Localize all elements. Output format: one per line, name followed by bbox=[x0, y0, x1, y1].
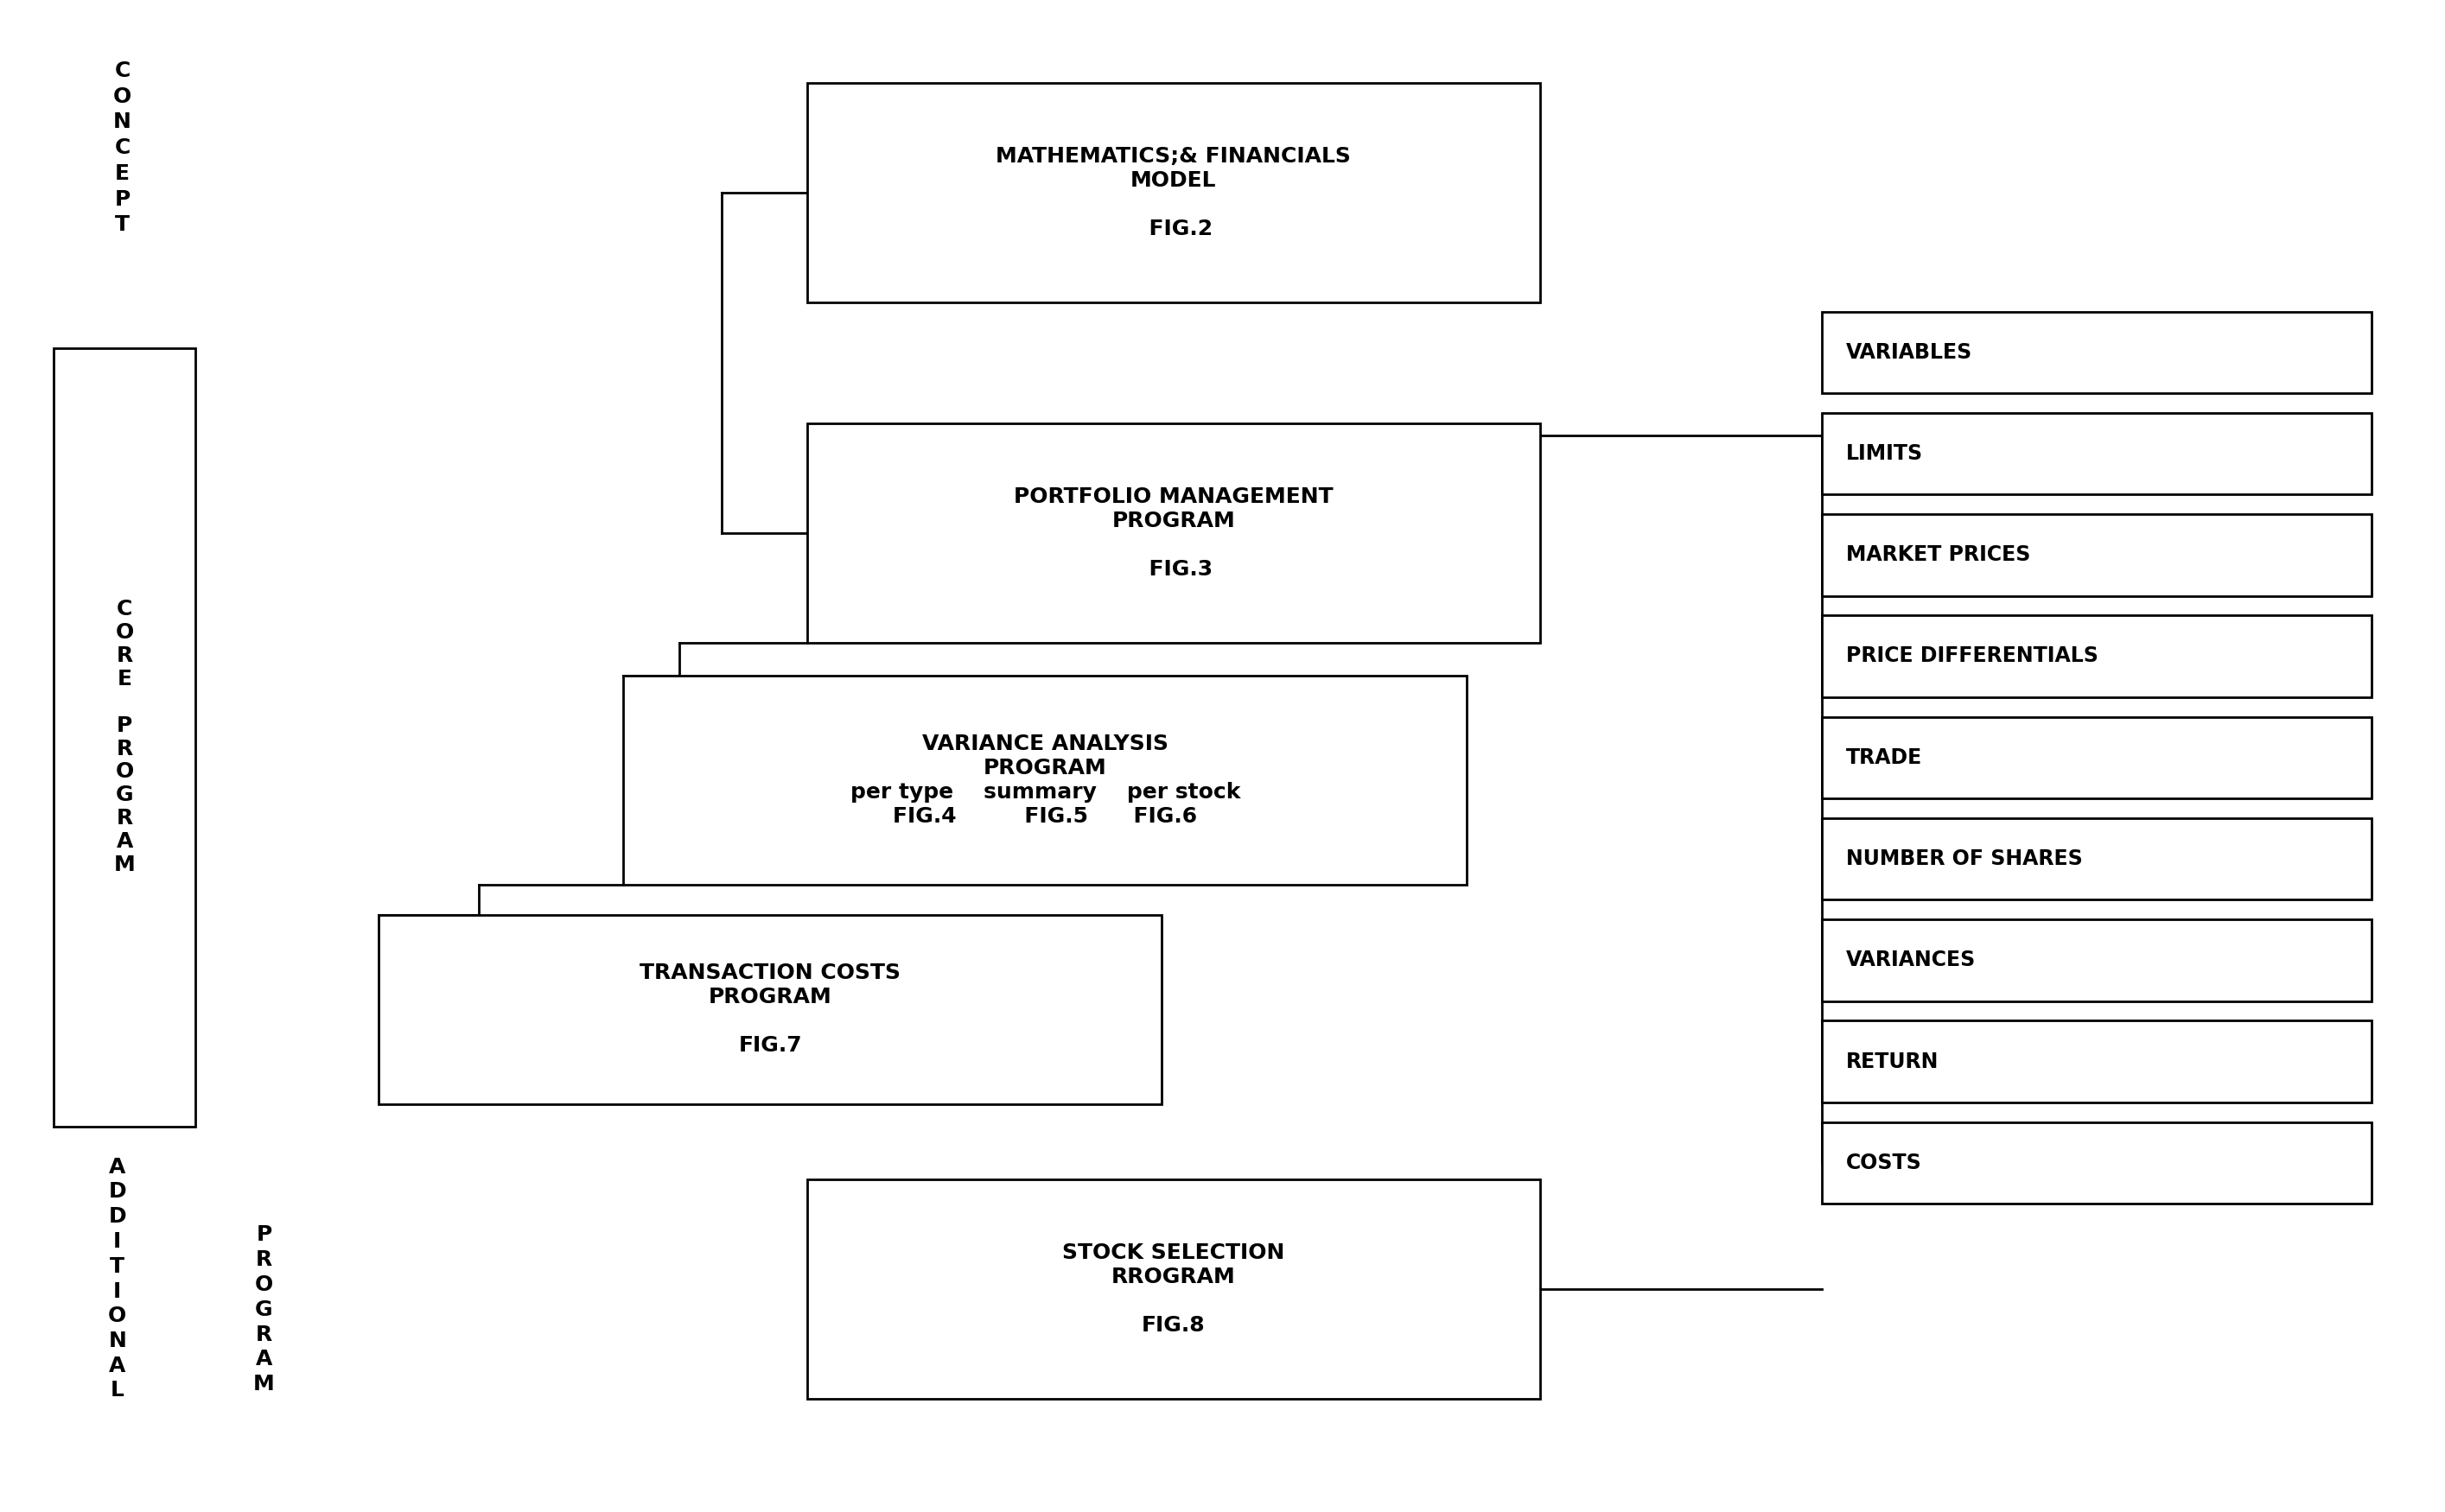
Text: NUMBER OF SHARES: NUMBER OF SHARES bbox=[1846, 848, 2083, 869]
FancyBboxPatch shape bbox=[807, 83, 1540, 302]
FancyBboxPatch shape bbox=[1822, 413, 2372, 494]
Text: PRICE DIFFERENTIALS: PRICE DIFFERENTIALS bbox=[1846, 646, 2098, 667]
Text: COSTS: COSTS bbox=[1846, 1152, 1922, 1173]
Text: STOCK SELECTION
RROGRAM

FIG.8: STOCK SELECTION RROGRAM FIG.8 bbox=[1064, 1243, 1284, 1335]
FancyBboxPatch shape bbox=[1822, 514, 2372, 596]
Text: MATHEMATICS;& FINANCIALS
MODEL

  FIG.2: MATHEMATICS;& FINANCIALS MODEL FIG.2 bbox=[995, 147, 1352, 239]
Text: LIMITS: LIMITS bbox=[1846, 443, 1924, 464]
FancyBboxPatch shape bbox=[623, 676, 1467, 885]
Text: VARIANCE ANALYSIS
PROGRAM
per type    summary    per stock
FIG.4         FIG.5  : VARIANCE ANALYSIS PROGRAM per type summa… bbox=[851, 733, 1240, 827]
FancyBboxPatch shape bbox=[807, 423, 1540, 643]
Text: VARIANCES: VARIANCES bbox=[1846, 950, 1976, 971]
Text: C
O
N
C
E
P
T: C O N C E P T bbox=[112, 60, 132, 236]
FancyBboxPatch shape bbox=[1822, 717, 2372, 798]
Text: C
O
R
E
 
P
R
O
G
R
A
M: C O R E P R O G R A M bbox=[115, 599, 134, 875]
FancyBboxPatch shape bbox=[1822, 1122, 2372, 1204]
Text: VARIABLES: VARIABLES bbox=[1846, 342, 1973, 363]
Text: TRANSACTION COSTS
PROGRAM

FIG.7: TRANSACTION COSTS PROGRAM FIG.7 bbox=[641, 963, 900, 1055]
FancyBboxPatch shape bbox=[1822, 311, 2372, 393]
Text: RETURN: RETURN bbox=[1846, 1051, 1939, 1072]
FancyBboxPatch shape bbox=[54, 348, 196, 1126]
FancyBboxPatch shape bbox=[1822, 818, 2372, 900]
Text: P
R
O
G
R
A
M: P R O G R A M bbox=[254, 1225, 274, 1394]
Text: TRADE: TRADE bbox=[1846, 747, 1922, 768]
Text: MARKET PRICES: MARKET PRICES bbox=[1846, 544, 2029, 565]
FancyBboxPatch shape bbox=[807, 1179, 1540, 1399]
FancyBboxPatch shape bbox=[1822, 615, 2372, 697]
Text: A
D
D
I
T
I
O
N
A
L: A D D I T I O N A L bbox=[108, 1157, 127, 1402]
Text: PORTFOLIO MANAGEMENT
PROGRAM

  FIG.3: PORTFOLIO MANAGEMENT PROGRAM FIG.3 bbox=[1015, 487, 1333, 579]
FancyBboxPatch shape bbox=[1822, 919, 2372, 1001]
FancyBboxPatch shape bbox=[379, 915, 1161, 1104]
FancyBboxPatch shape bbox=[1822, 1021, 2372, 1102]
